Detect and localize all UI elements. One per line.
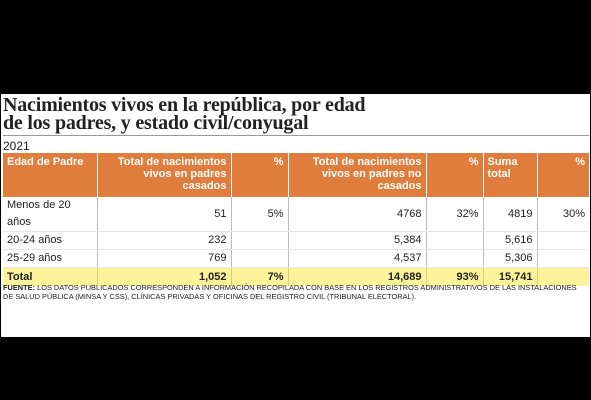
cell-pct-casados bbox=[231, 249, 289, 268]
cell-pct-casados: 5% bbox=[231, 197, 289, 232]
cell-total-casados: 232 bbox=[97, 231, 232, 250]
cell-total-no-casados: 4,537 bbox=[288, 249, 427, 268]
cell-pct-total bbox=[537, 249, 589, 268]
cell-suma-total: 4819 bbox=[483, 197, 538, 232]
header-total-casados: Total de nacimientos vivos en padres cas… bbox=[97, 153, 232, 197]
total-pct-casados: 7% bbox=[231, 267, 289, 286]
cell-total-no-casados: 4768 bbox=[288, 197, 427, 232]
cell-age-group: Menos de 20 años bbox=[3, 197, 98, 232]
title-line-2: de los padres, y estado civil/conyugal bbox=[3, 112, 309, 134]
total-suma: 15,741 bbox=[483, 267, 538, 286]
table-row: 20-24 años 232 5,384 5,616 bbox=[3, 231, 589, 250]
total-label: Total bbox=[3, 267, 98, 286]
cell-pct-total: 30% bbox=[537, 197, 589, 232]
total-pct-no-casados: 93% bbox=[426, 267, 484, 286]
total-casados: 1,052 bbox=[97, 267, 232, 286]
title-divider bbox=[3, 135, 589, 136]
table-row: 25-29 años 769 4,537 5,306 bbox=[3, 249, 589, 268]
year-label: 2021 bbox=[3, 139, 30, 153]
infographic-card: Nacimientos vivos en la república, por e… bbox=[1, 94, 590, 337]
cell-pct-no-casados: 32% bbox=[426, 197, 484, 232]
title-line-1: Nacimientos vivos en la república, por e… bbox=[3, 94, 366, 116]
header-edad-padre: Edad de Padre bbox=[3, 153, 98, 197]
header-pct-total: % bbox=[537, 153, 589, 197]
cell-suma-total: 5,616 bbox=[483, 231, 538, 250]
table-total-row: Total 1,052 7% 14,689 93% 15,741 bbox=[3, 267, 589, 286]
header-pct-casados: % bbox=[231, 153, 289, 197]
table-header-row: Edad de Padre Total de nacimientos vivos… bbox=[3, 153, 589, 197]
cell-suma-total: 5,306 bbox=[483, 249, 538, 268]
cell-age-group: 20-24 años bbox=[3, 231, 98, 250]
cell-total-no-casados: 5,384 bbox=[288, 231, 427, 250]
cell-total-casados: 51 bbox=[97, 197, 232, 232]
source-label: FUENTE: bbox=[3, 283, 36, 292]
cell-pct-casados bbox=[231, 231, 289, 250]
total-no-casados: 14,689 bbox=[288, 267, 427, 286]
cell-pct-total bbox=[537, 231, 589, 250]
header-total-no-casados: Total de nacimientos vivos en padres no … bbox=[288, 153, 427, 197]
source-text: LOS DATOS PUBLICADOS CORRESPONDEN A INFO… bbox=[3, 283, 577, 301]
births-table: Edad de Padre Total de nacimientos vivos… bbox=[3, 153, 589, 286]
infographic-title: Nacimientos vivos en la república, por e… bbox=[3, 94, 383, 134]
header-suma-total: Suma total bbox=[483, 153, 538, 197]
cell-total-casados: 769 bbox=[97, 249, 232, 268]
source-note: FUENTE: LOS DATOS PUBLICADOS CORRESPONDE… bbox=[3, 283, 583, 301]
cell-age-group: 25-29 años bbox=[3, 249, 98, 268]
cell-pct-no-casados bbox=[426, 231, 484, 250]
total-pct-total bbox=[537, 267, 589, 286]
table-row: Menos de 20 años 51 5% 4768 32% 4819 30% bbox=[3, 197, 589, 232]
header-pct-no-casados: % bbox=[426, 153, 484, 197]
cell-pct-no-casados bbox=[426, 249, 484, 268]
